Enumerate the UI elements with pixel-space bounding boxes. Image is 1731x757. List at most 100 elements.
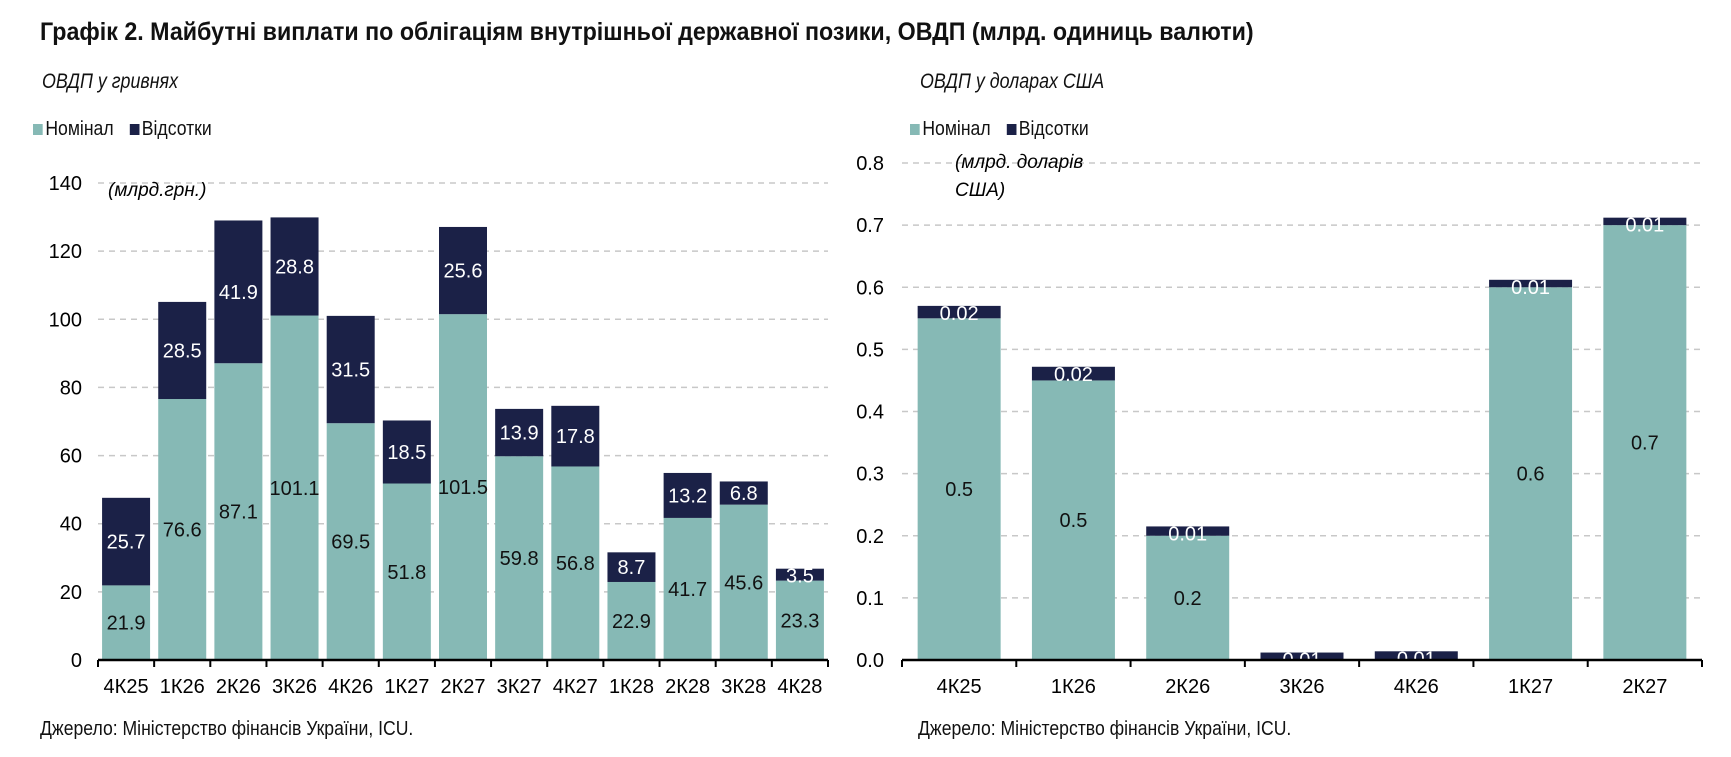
legend-label: Відсотки	[1018, 118, 1089, 140]
left-label-nominal: 41.7	[668, 579, 707, 601]
right-bar-nominal	[917, 318, 1001, 660]
left-label-nominal: 21.9	[107, 613, 146, 635]
right-x-tick-label: 2К27	[1622, 676, 1667, 698]
left-bar-interest	[270, 217, 319, 316]
left-x-tick-label: 3К27	[497, 676, 542, 698]
left-label-nominal: 23.3	[780, 610, 819, 632]
left-bar-nominal	[495, 456, 544, 660]
right-bar-interest	[1374, 651, 1458, 660]
right-label-nominal: 0.5	[945, 479, 973, 501]
left-unit-label: (млрд.грн.)	[108, 180, 206, 201]
left-label-interest: 25.7	[107, 532, 146, 554]
left-bar-interest	[439, 226, 487, 315]
left-label-nominal: 101.5	[438, 477, 488, 499]
left-label-nominal: 101.1	[270, 478, 320, 500]
figure-title: Графік 2. Майбутні виплати по облігаціям…	[40, 18, 1254, 46]
right-y-tick-label: 0.5	[856, 339, 884, 361]
left-label-interest: 17.8	[556, 426, 595, 448]
right-label-interest: 0.02	[1054, 364, 1093, 386]
legend-label: Номінал	[922, 118, 991, 140]
left-x-tick-label: 1К27	[384, 676, 429, 698]
right-label-interest: 0.01	[1625, 215, 1664, 237]
left-bar-interest	[495, 408, 544, 457]
right-y-tick-label: 0.2	[856, 526, 884, 548]
left-label-interest: 3.5	[786, 566, 814, 588]
right-legend: Номінал Відсотки	[910, 118, 1089, 141]
left-x-tick-label: 2К28	[665, 676, 710, 698]
left-label-nominal: 69.5	[331, 532, 370, 554]
legend-label: Відсотки	[141, 118, 212, 140]
left-label-interest: 8.7	[618, 557, 646, 579]
right-x-tick-label: 4К25	[937, 676, 982, 698]
left-bar-interest	[158, 301, 207, 400]
legend-item-nominal: Номінал	[33, 118, 114, 141]
right-y-tick-label: 0.0	[856, 650, 884, 672]
right-y-tick-label: 0.6	[856, 277, 884, 299]
left-y-tick-label: 40	[60, 514, 82, 536]
right-bar-interest	[917, 305, 1001, 319]
left-label-nominal: 22.9	[612, 611, 651, 633]
legend-item-interest: Відсотки	[1006, 118, 1089, 141]
right-label-nominal: 0.5	[1060, 510, 1088, 532]
left-bar-nominal	[214, 363, 263, 660]
left-label-nominal: 51.8	[387, 562, 426, 584]
left-bar-nominal	[326, 423, 375, 660]
left-y-tick-label: 100	[49, 309, 82, 331]
right-y-tick-label: 0.1	[856, 588, 884, 610]
right-label-interest: 0.02	[940, 303, 979, 325]
left-y-tick-label: 0	[71, 650, 82, 672]
right-x-tick-label: 1К27	[1508, 676, 1553, 698]
right-bar-interest	[1031, 366, 1115, 381]
left-label-interest: 41.9	[219, 282, 258, 304]
left-x-tick-label: 3К26	[272, 676, 317, 698]
left-bar-nominal	[382, 483, 431, 660]
left-legend: Номінал Відсотки	[33, 118, 212, 141]
right-x-tick-label: 1К26	[1051, 676, 1096, 698]
left-bar-interest	[607, 552, 656, 582]
left-label-interest: 28.5	[163, 340, 202, 362]
left-bar-nominal	[270, 315, 319, 660]
right-chart-subtitle: ОВДП у доларах США	[920, 70, 1105, 93]
left-bar-interest	[102, 497, 151, 586]
right-label-nominal: 0.2	[1174, 588, 1202, 610]
right-bar-nominal	[1031, 380, 1115, 660]
legend-item-nominal: Номінал	[910, 118, 991, 141]
left-bar-nominal	[775, 580, 824, 660]
interest-swatch	[129, 124, 140, 136]
right-label-nominal: 0.6	[1517, 464, 1545, 486]
right-source: Джерело: Міністерство фінансів України, …	[918, 718, 1292, 740]
right-x-tick-label: 3К26	[1279, 676, 1324, 698]
interest-swatch	[1006, 124, 1017, 136]
left-bar-interest	[663, 472, 712, 518]
left-label-nominal: 45.6	[724, 572, 763, 594]
left-label-interest: 13.2	[668, 485, 707, 507]
left-bar-interest	[214, 220, 263, 364]
left-x-tick-label: 4К27	[553, 676, 598, 698]
right-unit-label: (млрд. доларів	[955, 152, 1083, 173]
left-label-interest: 28.8	[275, 256, 314, 278]
left-bar-interest	[719, 481, 768, 505]
left-source: Джерело: Міністерство фінансів України, …	[40, 718, 414, 740]
left-x-tick-label: 1К28	[609, 676, 654, 698]
left-x-tick-label: 4К25	[104, 676, 149, 698]
right-bar-interest	[1489, 279, 1573, 288]
right-bar-interest	[1146, 526, 1230, 536]
left-x-tick-label: 2К27	[440, 676, 485, 698]
left-label-interest: 25.6	[444, 261, 483, 283]
right-label-interest: 0.01	[1168, 523, 1207, 545]
left-bar-nominal	[102, 585, 151, 660]
left-label-nominal: 76.6	[163, 520, 202, 542]
right-unit-label: США)	[955, 180, 1005, 201]
left-bar-nominal	[551, 466, 600, 660]
left-x-tick-label: 2К26	[216, 676, 261, 698]
right-y-tick-label: 0.8	[856, 153, 884, 175]
left-bar-nominal	[439, 314, 487, 660]
left-label-interest: 13.9	[500, 423, 539, 445]
right-y-tick-label: 0.3	[856, 464, 884, 486]
left-bar-nominal	[158, 399, 207, 660]
left-bar-nominal	[719, 504, 768, 660]
left-bar-nominal	[607, 581, 656, 660]
right-x-tick-label: 4К26	[1394, 676, 1439, 698]
right-y-tick-label: 0.7	[856, 215, 884, 237]
left-x-tick-label: 1К26	[160, 676, 205, 698]
